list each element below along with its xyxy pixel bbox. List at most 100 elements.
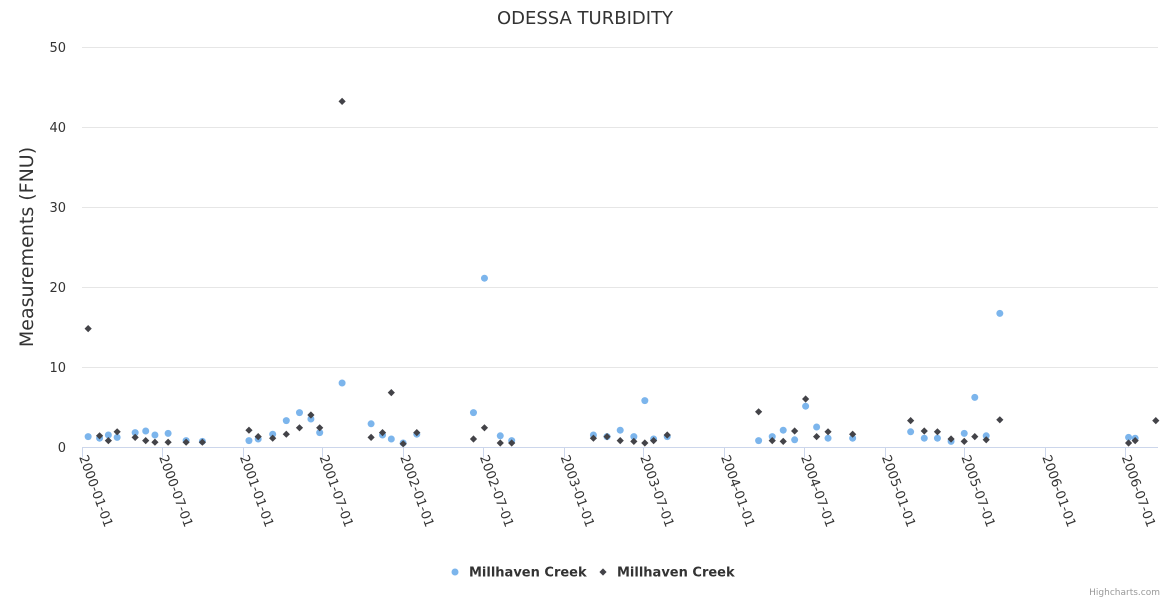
data-point: [779, 437, 787, 445]
data-point: [104, 431, 112, 439]
data-point: [316, 424, 324, 432]
grid-lines: [82, 47, 1158, 368]
data-point: [104, 437, 112, 445]
data-point: [469, 435, 478, 443]
data-point: [113, 433, 121, 441]
data-point: [338, 379, 346, 387]
y-tick-label: 40: [49, 121, 66, 136]
y-tick-label: 10: [49, 361, 66, 376]
data-point: [849, 430, 857, 438]
data-points: [84, 97, 1160, 448]
chart-title: ODESSA TURBIDITY: [497, 8, 674, 29]
data-point: [907, 417, 915, 425]
data-point: [508, 439, 516, 447]
data-point: [378, 429, 387, 437]
data-point: [802, 402, 810, 410]
legend-symbol: [599, 568, 607, 576]
legend-label: Millhaven Creek: [469, 566, 587, 581]
data-point: [151, 431, 159, 439]
data-point: [295, 424, 304, 432]
data-point: [982, 436, 990, 444]
data-point: [641, 397, 649, 405]
data-point: [1131, 437, 1139, 445]
data-point: [813, 423, 821, 431]
data-point: [920, 427, 928, 435]
y-tick-label: 50: [49, 41, 66, 56]
data-point: [849, 434, 857, 442]
data-point: [813, 433, 821, 441]
data-point: [824, 428, 832, 436]
data-point: [84, 325, 92, 333]
data-point: [387, 389, 395, 397]
data-point: [960, 429, 968, 437]
data-point: [589, 434, 598, 442]
data-point: [142, 437, 150, 445]
data-point: [791, 427, 799, 435]
legend-item-2[interactable]: Millhaven Creek: [599, 566, 735, 581]
data-point: [960, 437, 968, 445]
series-1: [84, 274, 1139, 447]
data-point: [616, 426, 624, 434]
data-point: [367, 420, 375, 428]
series-2: [84, 97, 1160, 448]
data-point: [480, 424, 489, 432]
data-point: [367, 433, 375, 441]
data-point: [996, 416, 1004, 424]
data-point: [413, 429, 421, 437]
data-point: [151, 438, 159, 446]
data-point: [920, 434, 928, 442]
data-point: [480, 274, 488, 282]
y-tick-label: 30: [49, 201, 66, 216]
data-point: [84, 433, 92, 441]
data-point: [630, 433, 638, 441]
data-point: [95, 432, 104, 440]
data-point: [603, 433, 611, 441]
y-axis-title: Measurements (FNU): [16, 147, 38, 347]
data-point: [142, 427, 150, 435]
data-point: [824, 434, 832, 442]
data-point: [282, 430, 290, 438]
data-point: [113, 428, 121, 436]
data-point: [630, 437, 638, 445]
data-point: [307, 415, 315, 423]
y-axis: 0 10 20 30 40 50: [49, 41, 66, 456]
data-point: [982, 432, 990, 440]
data-point: [269, 430, 277, 438]
data-point: [768, 437, 776, 445]
data-point: [755, 408, 763, 416]
data-point: [755, 437, 763, 445]
legend-symbol: [451, 568, 459, 576]
data-point: [496, 439, 504, 447]
data-point: [338, 97, 346, 105]
data-point: [282, 417, 290, 425]
y-tick-label: 20: [49, 281, 66, 296]
data-point: [933, 434, 941, 442]
data-point: [164, 438, 172, 446]
credit-link[interactable]: Highcharts.com: [1089, 588, 1160, 598]
data-point: [182, 438, 190, 446]
data-point: [387, 435, 395, 443]
data-point: [907, 428, 915, 436]
data-point: [245, 437, 253, 445]
data-point: [1152, 417, 1160, 425]
data-point: [399, 440, 407, 448]
data-point: [1125, 433, 1133, 441]
data-point: [768, 433, 776, 441]
data-point: [779, 426, 787, 434]
data-point: [641, 439, 649, 447]
legend-item-1[interactable]: Millhaven Creek: [451, 566, 587, 581]
data-point: [663, 431, 671, 439]
data-point: [164, 429, 172, 437]
data-point: [245, 426, 253, 434]
y-tick-label: 0: [58, 441, 66, 456]
data-point: [650, 437, 658, 445]
data-point: [316, 429, 324, 437]
data-point: [933, 428, 942, 436]
data-point: [254, 433, 262, 441]
data-point: [616, 437, 624, 445]
data-point: [307, 411, 315, 419]
data-point: [996, 309, 1004, 317]
legend-label: Millhaven Creek: [617, 566, 735, 581]
